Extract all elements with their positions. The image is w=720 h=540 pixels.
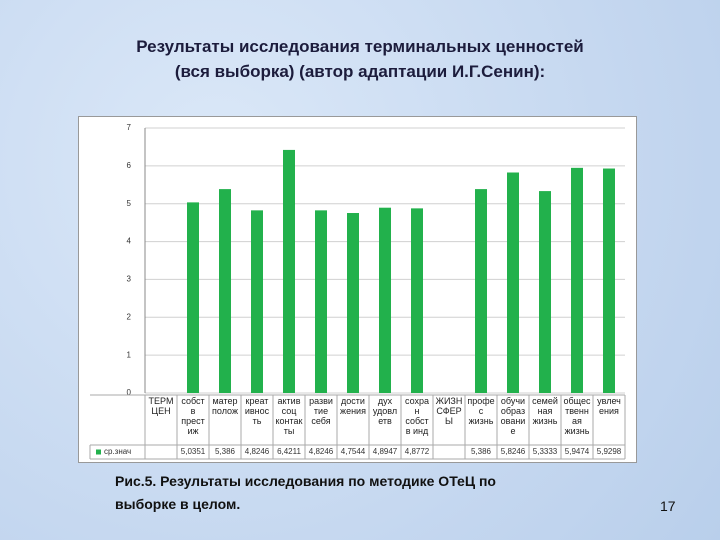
y-tick-label: 7: [127, 123, 132, 132]
bar: [187, 202, 199, 393]
bar: [603, 168, 615, 393]
bar: [475, 189, 487, 393]
y-tick-label: 3: [127, 275, 132, 284]
value-label: 5,0351: [181, 447, 206, 456]
y-tick-label: 1: [127, 350, 132, 359]
y-tick-label: 0: [127, 388, 132, 397]
y-tick-label: 4: [127, 237, 132, 246]
x-tick-label: матер полож: [212, 396, 238, 416]
x-tick-label: сохра н собст в инд: [404, 396, 430, 436]
x-tick-label: креат ивнос ть: [244, 396, 270, 426]
bar: [539, 191, 551, 393]
value-label: 5,386: [471, 447, 492, 456]
slide-title: Результаты исследования терминальных цен…: [136, 37, 584, 81]
y-tick-label: 2: [127, 312, 132, 321]
x-tick-label: разви тие себя: [309, 396, 333, 426]
x-tick-label: дости жения: [340, 396, 366, 416]
bar: [315, 210, 327, 393]
bar: [411, 208, 423, 393]
chart: 0 1 2 3 4 5 6 7 ср.знач 5,0351 5,386 4,8246 6,4211 4,…: [78, 116, 637, 463]
legend-label: ср.знач: [104, 447, 131, 456]
x-tick-label: обучи образ овани е: [500, 396, 526, 436]
x-tick-label: собст в прест иж: [181, 396, 205, 436]
value-label: 5,8246: [501, 447, 526, 456]
legend-swatch: [96, 449, 101, 455]
value-label: 5,9474: [565, 447, 590, 456]
value-label: 4,7544: [341, 447, 366, 456]
bar: [507, 172, 519, 393]
bar: [251, 210, 263, 393]
x-tick-label: общес твенн ая жизнь: [563, 396, 591, 436]
x-tick-label: актив соц контак ты: [275, 396, 303, 436]
bar: [283, 149, 295, 393]
value-label: 4,8246: [309, 447, 334, 456]
value-label: 4,8246: [245, 447, 270, 456]
bar: [571, 167, 583, 393]
bar: [379, 207, 391, 393]
y-tick-label: 5: [127, 199, 132, 208]
x-tick-label: профе с жизнь: [467, 396, 495, 426]
bar: [219, 189, 231, 393]
x-tick-label: увлеч ения: [597, 396, 621, 416]
caption: Рис.5. Результаты исследования по методи…: [115, 473, 496, 512]
value-label: 5,386: [215, 447, 236, 456]
page-number: 17: [660, 498, 676, 514]
value-label: 4,8947: [373, 447, 398, 456]
bar: [347, 213, 359, 393]
value-label: 6,4211: [277, 447, 301, 456]
x-tick-label: ТЕРМ ЦЕН: [148, 396, 174, 416]
x-tick-label: семей ная жизнь: [532, 396, 558, 426]
value-label: 4,8772: [405, 447, 430, 456]
x-tick-label: дух удовл етв: [372, 396, 398, 426]
x-tick-label: ЖИЗН СФЕР Ы: [435, 396, 463, 426]
value-label: 5,3333: [533, 447, 558, 456]
value-label: 5,9298: [597, 447, 622, 456]
y-tick-label: 6: [127, 161, 132, 170]
